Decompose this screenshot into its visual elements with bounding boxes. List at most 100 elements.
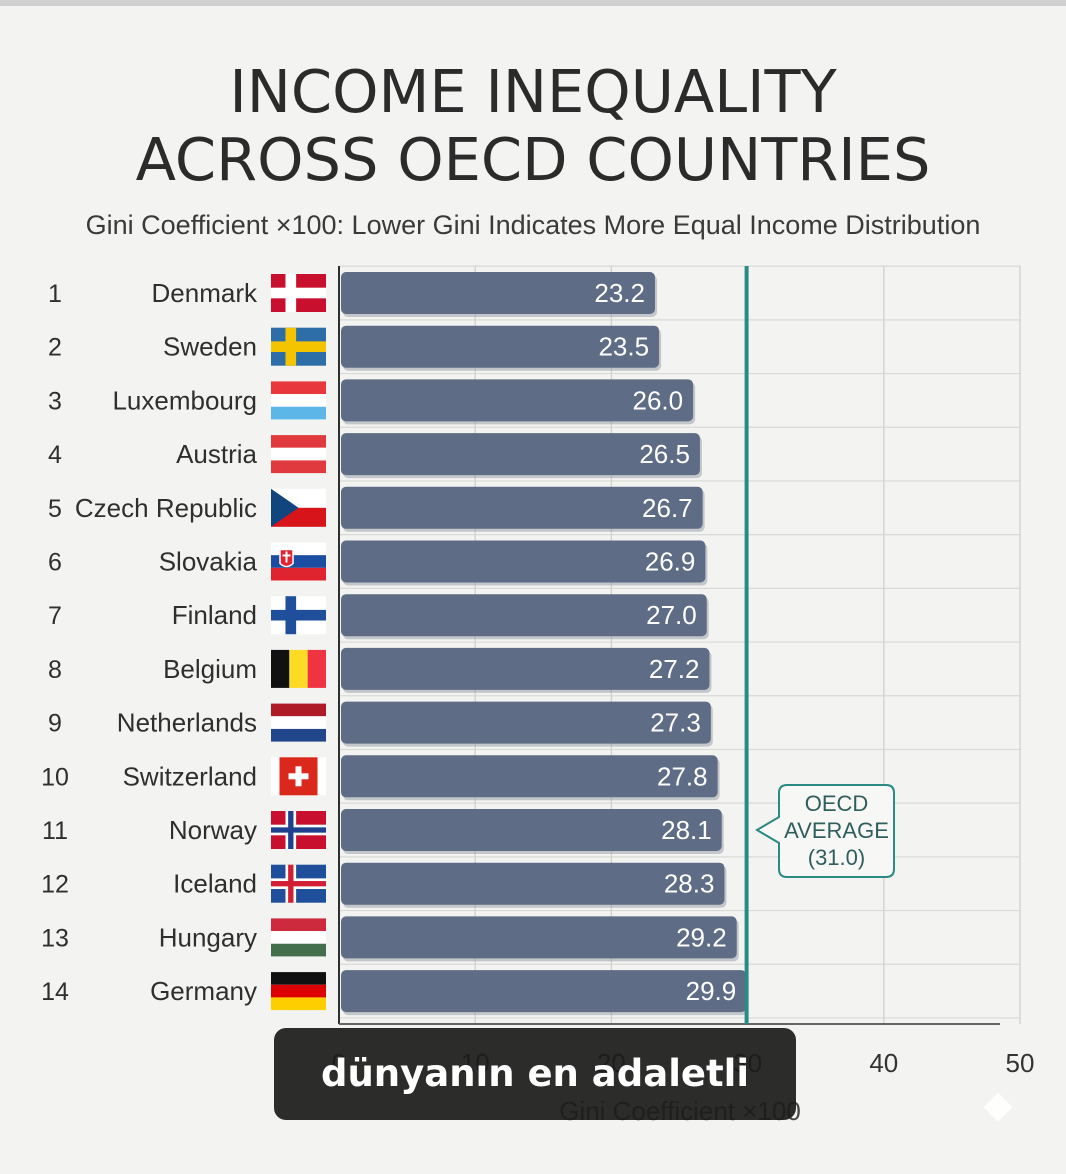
country-label: Iceland <box>173 869 257 899</box>
bar <box>341 433 700 476</box>
country-label: Hungary <box>159 922 257 952</box>
flag-part <box>271 447 326 461</box>
bar <box>341 272 655 314</box>
row-labels: 1 Denmark 2 Sweden 3 Luxembourg 4 Austria 5 Czech… <box>41 274 326 1011</box>
norway-flag <box>271 811 326 849</box>
bar-value-label: 27.0 <box>646 600 697 630</box>
bar-value-label: 26.5 <box>639 439 690 469</box>
flag-part <box>271 918 326 932</box>
bar-value-label: 29.9 <box>686 976 737 1006</box>
bar <box>341 970 747 1013</box>
bar <box>341 916 737 959</box>
flag-part <box>271 488 299 527</box>
bar <box>341 594 707 637</box>
czech-republic-flag <box>271 488 326 527</box>
denmark-flag <box>271 274 326 312</box>
sweden-flag <box>271 327 326 366</box>
bar <box>341 701 711 744</box>
bar-value-label: 28.3 <box>664 869 715 899</box>
rank-label: 11 <box>42 817 68 845</box>
x-tick-label: 40 <box>869 1048 898 1078</box>
country-label: Netherlands <box>117 708 257 738</box>
flag-part <box>271 943 326 957</box>
flag-part <box>271 649 290 688</box>
flag-part <box>271 716 326 729</box>
rank-label: 9 <box>48 710 62 738</box>
chart-subtitle: Gini Coefficient ×100: Lower Gini Indica… <box>85 210 981 240</box>
flag-part <box>271 406 326 420</box>
top-edge-strip <box>0 0 1066 6</box>
rank-label: 4 <box>48 441 62 469</box>
flag-part <box>282 554 291 557</box>
bar <box>341 755 718 798</box>
belgium-flag <box>271 649 326 688</box>
rank-label: 5 <box>48 495 62 523</box>
bar-value-label: 26.7 <box>642 493 693 523</box>
flag-part <box>288 773 309 780</box>
flag-part <box>271 984 326 998</box>
flag-part <box>271 460 326 474</box>
rank-label: 1 <box>48 280 62 308</box>
chart-title-line-1: INCOME INEQUALITY <box>229 57 837 126</box>
country-label: Slovakia <box>159 547 258 577</box>
flag-part <box>307 649 326 688</box>
bar-value-label: 23.2 <box>594 278 645 308</box>
finland-flag <box>271 596 326 635</box>
chart-title: INCOME INEQUALITY ACROSS OECD COUNTRIES <box>0 58 1066 194</box>
flag-part <box>271 435 326 448</box>
flag-part <box>271 881 326 887</box>
country-label: Belgium <box>163 654 257 684</box>
rank-label: 10 <box>41 763 69 791</box>
country-label: Austria <box>176 439 257 469</box>
rank-label: 3 <box>48 387 62 415</box>
bar-value-label: 26.0 <box>633 385 684 415</box>
oecd-average-callout <box>755 784 895 878</box>
bar <box>341 809 722 851</box>
bar <box>341 379 694 422</box>
bar-value-label: 27.8 <box>657 761 708 791</box>
germany-flag <box>271 972 326 1011</box>
rank-label: 7 <box>48 602 62 630</box>
country-label: Luxembourg <box>112 385 257 415</box>
flag-part <box>271 567 326 581</box>
luxembourg-flag <box>271 381 326 420</box>
flag-part <box>271 972 326 985</box>
bar-value-label: 27.2 <box>649 654 700 684</box>
netherlands-flag <box>271 703 326 742</box>
chart-title-line-2: ACROSS OECD COUNTRIES <box>135 125 931 194</box>
x-tick-label: 50 <box>1006 1048 1035 1078</box>
bar <box>341 647 710 690</box>
hungary-flag <box>271 918 326 957</box>
flag-part <box>271 341 326 353</box>
bar-value-label: 26.9 <box>645 547 696 577</box>
country-label: Germany <box>150 976 257 1006</box>
country-label: Norway <box>169 815 257 845</box>
rank-label: 2 <box>48 334 62 362</box>
bar-value-label: 27.3 <box>650 708 701 738</box>
bar-value-label: 23.5 <box>598 332 649 362</box>
rank-label: 12 <box>41 871 69 899</box>
flag-part <box>271 609 326 621</box>
country-label: Finland <box>172 600 257 630</box>
bar <box>341 862 725 905</box>
bar-value-label: 28.1 <box>661 815 712 845</box>
diamond-watermark-icon: ◆ <box>983 1082 1013 1126</box>
oecd-average-label: OECD <box>805 791 869 816</box>
flag-part <box>271 703 326 717</box>
country-label: Switzerland <box>123 761 257 791</box>
flag-part <box>289 649 308 688</box>
flag-part <box>271 394 326 407</box>
flag-part <box>271 728 326 742</box>
bar-value-label: 29.2 <box>676 922 727 952</box>
rank-label: 8 <box>48 656 62 684</box>
flag-part <box>285 551 288 563</box>
rank-label: 6 <box>48 549 62 577</box>
oecd-average-label: (31.0) <box>808 845 865 870</box>
bar <box>341 486 703 529</box>
austria-flag <box>271 435 326 474</box>
flag-part <box>271 827 326 833</box>
flag-part <box>271 381 326 395</box>
flag-part <box>271 997 326 1011</box>
country-label: Denmark <box>152 278 258 308</box>
